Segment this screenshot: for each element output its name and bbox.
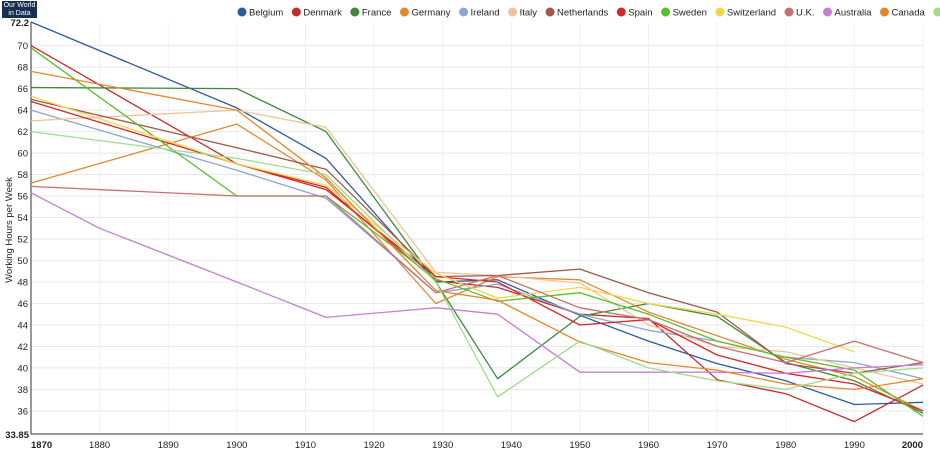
x-tick-label: 1970 [707,440,728,451]
y-tick-label: 46 [17,299,28,310]
legend-item-germany[interactable]: Germany [399,7,451,19]
x-tick-label: 1980 [775,440,796,451]
y-min-label: 33.85 [5,430,29,441]
series-line-spain [30,100,924,412]
legend-label: Netherlands [557,8,608,19]
x-tick-label: 1940 [501,440,522,451]
legend-item-denmark[interactable]: Denmark [291,7,342,19]
legend-label: Spain [628,8,652,19]
series-line-switzerland [30,95,855,353]
logo-line-2: in Data [8,10,31,17]
series-line-germany [30,123,924,412]
legend-label: Italy [520,8,538,19]
legend-item-ireland[interactable]: Ireland [459,7,500,19]
legend-item-belgium[interactable]: Belgium [237,7,284,19]
legend-label: Ireland [471,8,500,19]
y-tick-label: 36 [17,406,28,417]
x-tick-label: 1950 [569,440,590,451]
y-tick-label: 68 [17,63,28,74]
grid-lines [30,22,924,434]
x-tick-label: 1930 [432,440,453,451]
legend-item-switzerland[interactable]: Switzerland [715,7,776,19]
y-tick-label: 38 [17,385,28,396]
series-line-australia [30,192,924,374]
legend-item-netherlands[interactable]: Netherlands [545,7,609,19]
series-line-ireland [30,109,924,380]
legend-label: Denmark [303,8,342,19]
legend-item-usa[interactable]: USA [933,7,940,19]
logo-line-1: Our World [3,2,36,9]
legend-item-u-k[interactable]: U.K. [784,7,815,19]
series-line-netherlands [30,98,924,374]
y-axis-title: Working Hours per Week [4,177,15,283]
y-tick-label: 66 [17,84,28,95]
owid-logo[interactable]: Our World in Data [2,1,37,18]
legend-label: France [362,8,392,19]
series-lines [30,21,924,423]
legend-swatch [784,7,794,17]
series-line-canada [30,70,924,391]
legend-label: U.K. [796,8,814,19]
legend-label: Sweden [673,8,707,19]
series-line-italy [30,109,924,385]
x-tick-label: 1870 [31,440,52,451]
tick-labels: 36 38 40 42 44 46 48 50 52 54 56 58 60 62 64 66 68 70 72.2… [5,18,923,451]
legend-swatch [237,7,247,17]
legend-label: Australia [835,8,873,19]
legend-item-spain[interactable]: Spain [616,7,653,19]
series-line-belgium [30,21,924,406]
legend-swatch [508,7,518,17]
y-tick-label: 58 [17,170,28,181]
y-tick-label: 60 [17,149,28,160]
legend-swatch [399,7,409,17]
x-tick-label: 1890 [158,440,179,451]
x-tick-label: 1990 [844,440,865,451]
legend-item-france[interactable]: France [350,7,392,19]
y-tick-label: 44 [17,320,28,331]
legend-label: Belgium [249,8,283,19]
legend-swatch [350,7,360,17]
legend-swatch [823,7,833,17]
legend-item-italy[interactable]: Italy [508,7,538,19]
legend-swatch [616,7,626,17]
legend-item-australia[interactable]: Australia [823,7,873,19]
x-tick-label: 1960 [638,440,659,451]
axes [30,22,923,435]
legend-swatch [545,7,555,17]
y-tick-label: 40 [17,363,28,374]
y-tick-label: 70 [17,41,28,52]
y-tick-label: 62 [17,127,28,138]
legend[interactable]: Belgium Denmark France Germany Ireland Italy N… [237,7,940,19]
legend-item-sweden[interactable]: Sweden [661,7,707,19]
y-tick-label: 64 [17,106,28,117]
x-tick-label: 1900 [226,440,247,451]
legend-swatch [459,7,469,17]
legend-swatch [291,7,301,17]
series-line-u-k [30,185,924,364]
x-tick-label: 1910 [295,440,316,451]
x-tick-label: 1920 [364,440,385,451]
y-max-label: 72.2 [11,18,30,29]
x-tick-label: 1880 [89,440,110,451]
legend-swatch [879,7,889,17]
series-line-denmark [30,45,924,423]
y-tick-label: 52 [17,235,28,246]
legend-swatch [715,7,725,17]
y-tick-label: 56 [17,192,28,203]
legend-label: Switzerland [727,8,776,19]
y-tick-label: 54 [17,213,28,224]
y-tick-label: 42 [17,342,28,353]
legend-label: Canada [891,8,925,19]
series-line-france [30,86,924,414]
legend-swatch [661,7,671,17]
series-line-usa [30,130,924,398]
legend-item-canada[interactable]: Canada [879,7,925,19]
legend-swatch [933,7,940,17]
x-tick-label: 2000 [902,440,923,451]
y-tick-label: 50 [17,256,28,267]
legend-label: Germany [411,8,450,19]
y-tick-label: 48 [17,277,28,288]
